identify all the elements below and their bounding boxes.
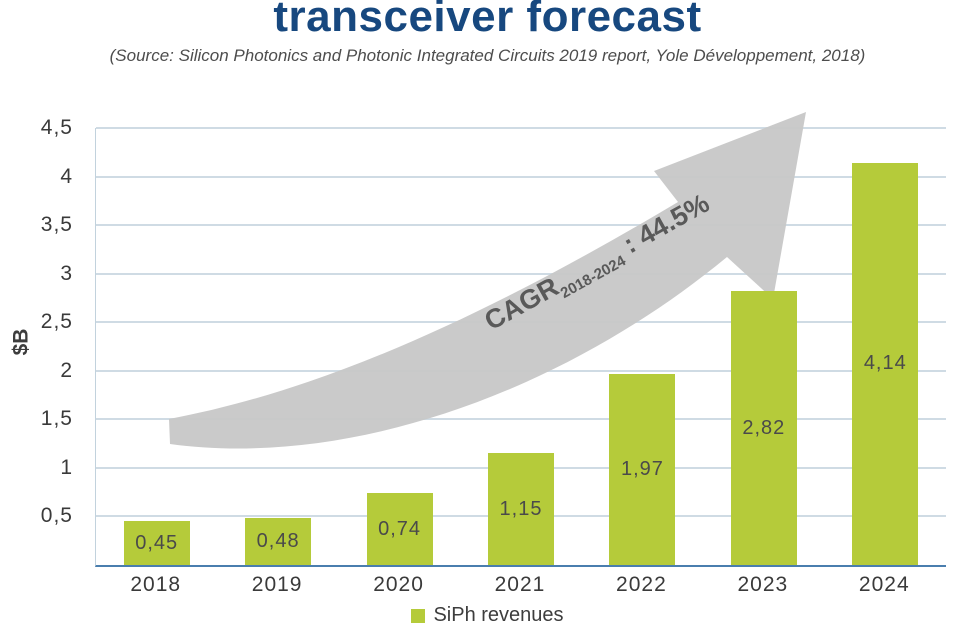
y-tick-label: 2,5 <box>40 310 73 334</box>
bar-value-label: 4,14 <box>863 352 907 375</box>
bar-value-label: 2,82 <box>742 416 786 439</box>
bar-2018: 0,45 <box>123 521 190 565</box>
x-tick-label: 2023 <box>737 573 789 596</box>
bar-2022: 1,97 <box>609 373 676 565</box>
x-tick-label: 2018 <box>130 573 182 596</box>
x-axis-labels: 2018 2019 2020 2021 2022 2023 2024 <box>95 573 945 601</box>
bar-2019: 0,48 <box>245 518 312 565</box>
y-axis-labels: 0,5 1 1,5 2 2,5 3 3,5 4 4,5 <box>0 116 85 565</box>
bar-value-label: 0,74 <box>378 517 422 540</box>
plot-area: 0,45 0,48 0,74 1,15 1,97 2,82 4,14 <box>95 127 946 567</box>
bar-2021: 1,15 <box>488 453 554 565</box>
x-tick-label: 2024 <box>858 573 910 596</box>
y-tick-label: 3 <box>60 261 73 285</box>
y-tick-label: 0,5 <box>40 504 73 528</box>
x-tick-label: 2022 <box>616 573 667 596</box>
y-tick-label: 1 <box>60 455 73 479</box>
x-tick-label: 2020 <box>373 573 424 596</box>
legend: SiPh revenues <box>0 604 975 627</box>
bar-2020: 0,74 <box>366 493 433 565</box>
chart-source-note: (Source: Silicon Photonics and Photonic … <box>109 46 866 65</box>
x-tick-label: 2019 <box>251 573 303 596</box>
bar-value-label: 1,97 <box>620 457 664 480</box>
bar-value-label: 1,15 <box>499 497 543 520</box>
y-tick-label: 1,5 <box>40 407 73 431</box>
bar-2024: 4,14 <box>852 162 919 565</box>
bar-value-label: 0,45 <box>135 531 179 554</box>
y-tick-label: 4,5 <box>40 116 73 139</box>
bar-value-label: 0,48 <box>256 530 300 553</box>
y-tick-label: 4 <box>60 164 73 188</box>
chart-title: transceiver forecast <box>273 0 702 41</box>
x-tick-label: 2021 <box>494 573 546 596</box>
bars: 0,45 0,48 0,74 1,15 1,97 2,82 4,14 <box>96 128 946 565</box>
legend-swatch <box>411 608 426 623</box>
legend-label: SiPh revenues <box>433 604 564 626</box>
y-tick-label: 2 <box>60 358 73 382</box>
bar-2023: 2,82 <box>730 291 797 565</box>
y-tick-label: 3,5 <box>40 213 73 237</box>
